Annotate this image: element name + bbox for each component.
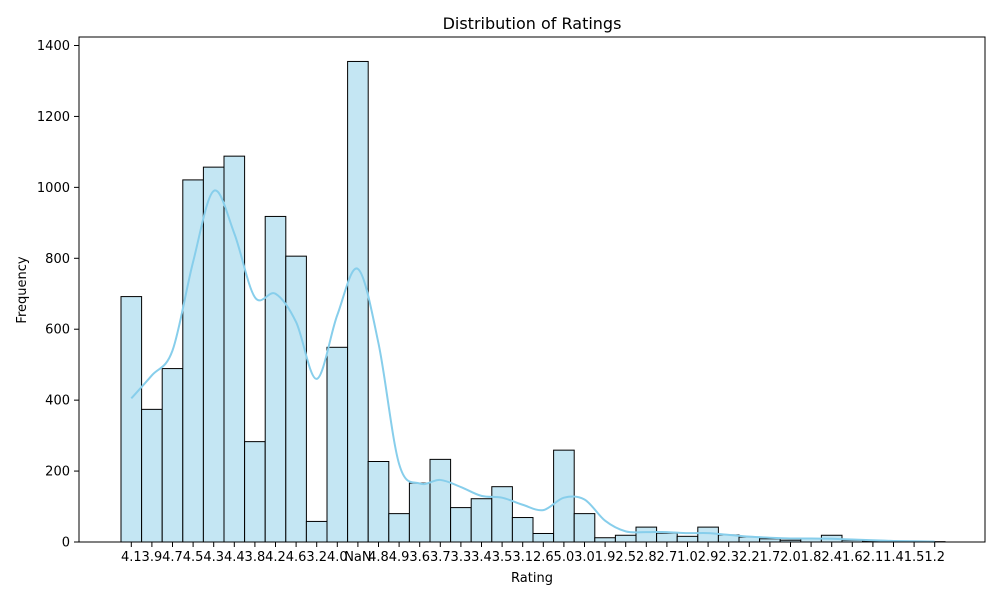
x-tick-label: 2.5 (615, 550, 636, 565)
x-tick-label: 3.8 (245, 550, 266, 565)
x-tick-label: 4.5 (183, 550, 204, 565)
x-tick-label: 4.1 (121, 550, 142, 565)
bar-3.9 (141, 408, 163, 543)
x-tick-label: 3.4 (471, 550, 492, 565)
x-tick-label: 4.8 (368, 550, 389, 565)
plot-frame (78, 36, 986, 543)
x-tick-label: 4.0 (327, 550, 348, 565)
y-tick-label: 400 (45, 394, 70, 409)
x-tick-label: 2.6 (533, 550, 554, 565)
x-tick-label: 2.1 (863, 550, 884, 565)
x-tick-label: 4.2 (265, 550, 286, 565)
y-tick-label: 1200 (37, 110, 70, 125)
x-tick-label: 1.8 (801, 550, 822, 565)
x-tick-label: 1.5 (904, 550, 925, 565)
x-tick-label: 3.9 (142, 550, 163, 565)
x-tick-label: 3.6 (409, 550, 430, 565)
bar-4.0 (326, 346, 349, 543)
x-axis-label: Rating (511, 571, 553, 586)
x-tick-label: 3.3 (451, 550, 472, 565)
y-tick-label: 1000 (37, 181, 70, 196)
y-tick-label: 800 (45, 252, 70, 267)
bar-4.7 (161, 368, 184, 543)
bar-3.3 (450, 507, 472, 543)
bar-1.0 (676, 535, 699, 543)
bar-3.5 (491, 486, 513, 543)
x-tick-label: 2.4 (821, 550, 842, 565)
x-tick-label: 2.8 (636, 550, 657, 565)
chart-title: Distribution of Ratings (443, 14, 622, 33)
x-tick-label: 2.3 (718, 550, 739, 565)
x-tick-label: 1.4 (883, 550, 904, 565)
x-tick-label: 4.4 (224, 550, 245, 565)
bar-4.8 (367, 461, 390, 543)
x-tick-label: 4.9 (389, 550, 410, 565)
bar-3.4 (470, 498, 493, 543)
x-tick-label: 3.1 (512, 550, 533, 565)
y-tick-label: 1400 (37, 39, 70, 54)
x-tick-label: 3.2 (306, 550, 327, 565)
y-axis: 0 200 400 600 800 1000 1200 1400 (37, 39, 79, 551)
bar-2.8 (635, 526, 658, 543)
x-tick-label: 1.6 (842, 550, 863, 565)
bar-3.7 (429, 458, 452, 543)
y-tick-label: 600 (45, 323, 70, 338)
x-tick-label: 1.7 (760, 550, 781, 565)
y-tick-label: 200 (45, 465, 70, 480)
x-tick-label: NaN (344, 550, 371, 565)
bar-1.9 (594, 537, 616, 543)
bar-NaN (347, 60, 369, 543)
x-tick-label: 4.6 (286, 550, 307, 565)
bar-4.6 (285, 255, 307, 543)
x-tick-label: 2.7 (657, 550, 678, 565)
x-tick-label: 3.5 (492, 550, 513, 565)
x-tick-label: 2.9 (698, 550, 719, 565)
bar-4.2 (264, 215, 287, 543)
x-tick-label: 5.0 (554, 550, 575, 565)
bar-2.5 (614, 534, 637, 543)
x-tick-label: 4.7 (162, 550, 183, 565)
bar-2.6 (532, 532, 555, 543)
y-tick-label: 0 (62, 536, 70, 551)
bar-4.9 (388, 513, 410, 543)
bar-4.3 (202, 166, 225, 543)
bar-2.7 (656, 532, 678, 543)
x-tick-label: 2.0 (780, 550, 801, 565)
x-tick-label: 1.0 (677, 550, 698, 565)
x-tick-label: 3.7 (430, 550, 451, 565)
bar-3.0 (573, 513, 596, 543)
y-axis-label: Frequency (15, 256, 30, 323)
bar-4.1 (120, 296, 143, 543)
x-tick-label: 3.0 (574, 550, 595, 565)
kde-curve-line (130, 189, 935, 543)
bar-3.1 (511, 517, 534, 543)
x-tick-label: 2.2 (739, 550, 760, 565)
x-tick-label: 1.9 (595, 550, 616, 565)
x-tick-label: 1.2 (924, 550, 945, 565)
x-tick-label: 4.3 (203, 550, 224, 565)
bar-3.8 (244, 441, 266, 543)
bar-3.6 (408, 482, 431, 543)
bar-3.2 (305, 520, 328, 543)
